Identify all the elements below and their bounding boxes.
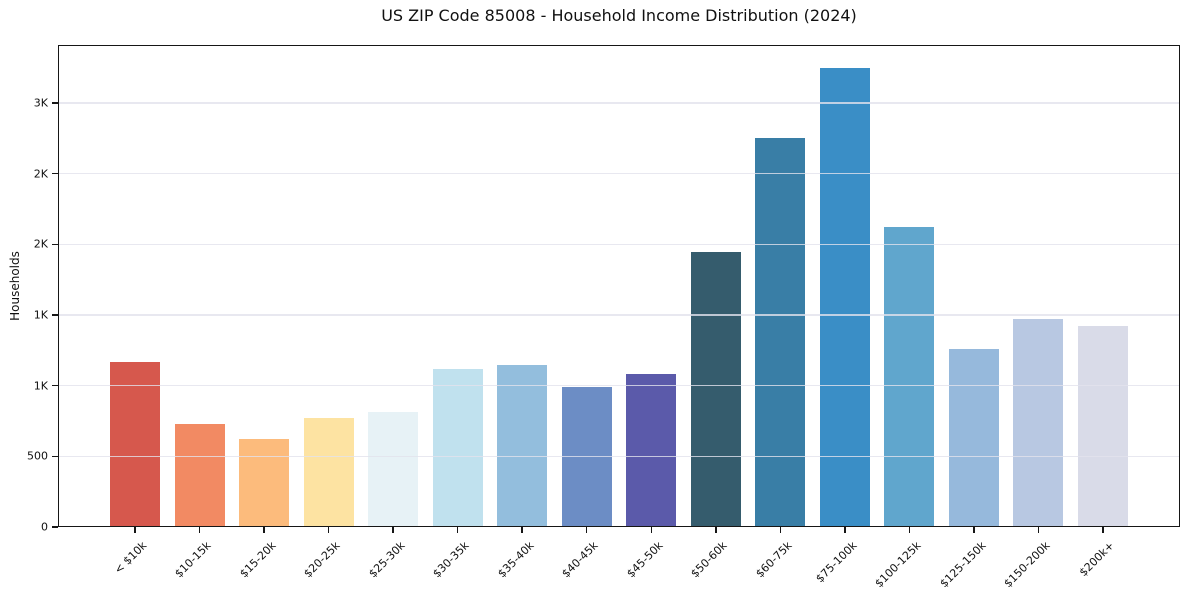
bar-15-20k [239, 438, 290, 527]
x-tick-label-100-125k: $100-125k [872, 539, 924, 590]
x-tick-mark-25-30k [392, 527, 394, 533]
x-tick-mark-150-200k [1037, 527, 1040, 533]
gridline-1000 [58, 385, 1180, 387]
x-tick-mark-35-40k [521, 527, 523, 533]
x-tick-label-10-15k: $10-15k [172, 539, 214, 581]
y-tick-label-3000: 3K [33, 96, 48, 110]
x-tick-mark-125-150k [973, 527, 975, 533]
x-tick-mark-30-35k [456, 527, 459, 533]
bar-150-200k [1013, 319, 1064, 527]
bar-25-30k [368, 411, 419, 527]
gridline-1500 [58, 314, 1180, 316]
bar-125-150k [948, 348, 999, 527]
y-axis-label: Households [8, 251, 22, 321]
y-tick-label-2500: 2K [33, 167, 48, 181]
gridline-2500 [58, 172, 1180, 175]
x-tick-label-75-100k: $75-100k [812, 539, 860, 586]
gridline-500 [58, 455, 1180, 457]
x-tick-label-125-150k: $125-150k [936, 539, 989, 590]
y-tick-label-1500: 1K [33, 308, 48, 322]
x-tick-mark-40-45k [585, 527, 588, 533]
x-tick-mark-15-20k [263, 527, 265, 533]
x-tick-label-35-40k: $35-40k [495, 539, 537, 581]
bar-45-50k [626, 374, 677, 527]
x-tick-label-200k: $200k+ [1077, 539, 1118, 580]
plot-area [58, 45, 1180, 527]
x-tick-label-60-75k: $60-75k [753, 539, 795, 581]
bar-10-15k [174, 423, 225, 527]
bar-40-45k [561, 387, 612, 527]
y-tick-label-2000: 2K [33, 237, 48, 251]
x-tick-mark-20-25k [327, 527, 330, 533]
bar-75-100k [819, 67, 870, 527]
x-tick-mark-75-100k [844, 527, 846, 533]
x-tick-mark-10k [134, 527, 136, 533]
x-tick-mark-10-15k [198, 527, 201, 533]
x-tick-mark-100-125k [908, 527, 911, 533]
bar-35-40k [497, 365, 548, 527]
y-tick-mark-0 [51, 526, 58, 528]
y-tick-mark-2000 [51, 243, 58, 246]
x-tick-mark-45-50k [650, 527, 652, 533]
bar-200k [1077, 325, 1128, 527]
x-tick-label-150-200k: $150-200k [1001, 539, 1053, 590]
bar-50-60k [690, 252, 741, 527]
x-tick-mark-50-60k [715, 527, 717, 533]
y-tick-mark-3000 [51, 102, 58, 104]
bar-60-75k [755, 138, 806, 527]
gridline-2000 [58, 243, 1180, 245]
y-tick-label-0: 0 [41, 520, 48, 534]
bar-30-35k [432, 369, 483, 527]
x-tick-label-20-25k: $20-25k [301, 539, 343, 581]
x-tick-label-25-30k: $25-30k [366, 539, 408, 581]
bar-20-25k [303, 417, 354, 527]
x-tick-label-50-60k: $50-60k [688, 539, 730, 581]
x-tick-label-15-20k: $15-20k [236, 539, 279, 581]
y-tick-mark-1000 [51, 384, 58, 387]
x-tick-mark-200k [1102, 527, 1104, 533]
y-tick-mark-1500 [51, 314, 58, 316]
y-tick-mark-2500 [51, 172, 58, 175]
x-tick-label-10k: < $10k [111, 539, 150, 577]
x-tick-label-45-50k: $45-50k [624, 539, 666, 581]
bar-100-125k [884, 226, 935, 527]
x-tick-mark-60-75k [779, 527, 782, 533]
x-tick-label-30-35k: $30-35k [430, 539, 472, 581]
gridline-3000 [58, 102, 1180, 104]
bar-10k [110, 361, 160, 527]
chart-title: US ZIP Code 85008 - Household Income Dis… [381, 6, 857, 25]
y-tick-label-500: 500 [27, 449, 48, 463]
x-tick-label-40-45k: $40-45k [559, 539, 601, 581]
y-tick-mark-500 [51, 455, 58, 458]
y-tick-label-1000: 1K [33, 379, 48, 393]
